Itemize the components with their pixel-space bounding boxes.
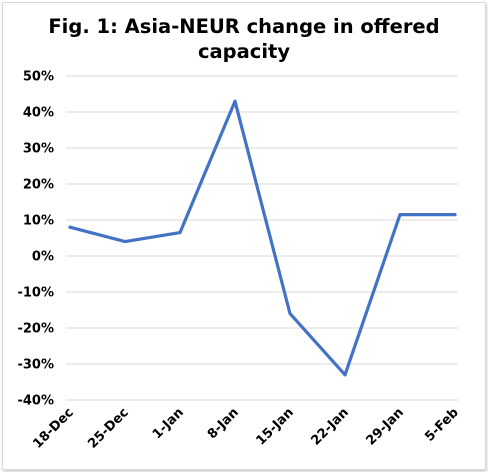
x-tick-label: 15-Jan: [253, 405, 296, 448]
data-point: [178, 231, 182, 235]
x-tick-label: 25-Dec: [85, 405, 132, 452]
y-tick-label: -10%: [17, 286, 54, 301]
data-point: [453, 213, 457, 217]
data-point: [68, 225, 72, 229]
chart-title: Fig. 1: Asia-NEUR change in offered capa…: [0, 14, 488, 64]
x-tick-label: 18-Dec: [30, 405, 77, 452]
data-point: [123, 240, 127, 244]
y-tick-label: -20%: [17, 322, 54, 337]
data-point: [288, 312, 292, 316]
data-point: [398, 213, 402, 217]
series-line: [68, 99, 457, 377]
y-axis-tick-labels: 50% 40% 30% 20% 10% 0% -10% -20% -30% -40%: [17, 70, 54, 409]
x-tick-label: 22-Jan: [308, 405, 351, 448]
x-axis-tick-labels: 18-Dec 25-Dec 1-Jan 8-Jan 15-Jan 22-Jan 29-Jan…: [30, 405, 462, 452]
y-tick-label: 0%: [32, 250, 54, 265]
x-tick-label: 29-Jan: [363, 405, 406, 448]
x-tick-label: 5-Feb: [422, 405, 462, 445]
y-tick-label: -30%: [17, 358, 54, 373]
x-tick-label: 1-Jan: [150, 405, 187, 442]
x-tick-label: 8-Jan: [205, 405, 242, 442]
gridlines: [66, 75, 458, 401]
y-tick-label: 20%: [23, 178, 54, 193]
y-tick-label: 40%: [23, 106, 54, 121]
y-tick-label: -40%: [17, 394, 54, 409]
series-layer: [68, 99, 457, 377]
y-tick-label: 50%: [23, 70, 54, 85]
chart-title-text: Fig. 1: Asia-NEUR change in offered capa…: [48, 15, 440, 63]
y-tick-label: 10%: [23, 214, 54, 229]
y-tick-label: 30%: [23, 142, 54, 157]
data-point: [233, 99, 237, 103]
data-point: [343, 373, 347, 377]
